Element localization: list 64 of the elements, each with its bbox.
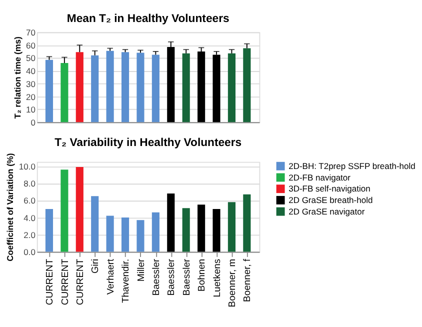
y-tick-label: 0 (30, 117, 36, 128)
bar (121, 218, 130, 252)
chart-title: T₂ Variability in Healthy Volunteers (54, 137, 242, 150)
legend-label: 2D-BH: T2prep SSFP breath-hold (288, 160, 416, 171)
bar (182, 208, 190, 252)
x-tick-label: CURRENT (74, 258, 86, 306)
bar (45, 60, 54, 122)
bar (198, 204, 206, 252)
y-axis-title: Coefficinet of Variation (%) (5, 153, 16, 262)
y-tick-label: 20 (26, 92, 36, 102)
x-tick-label: Bohnen (196, 258, 208, 292)
bar (182, 53, 190, 122)
x-tick-label: Baessler (166, 258, 178, 296)
bar (76, 52, 84, 122)
bar (60, 170, 68, 252)
y-tick-label: 30 (26, 78, 36, 89)
x-tick-label: Miller (136, 258, 147, 282)
x-tick-label: Verhaert (105, 258, 116, 295)
bar (198, 52, 206, 122)
bar (167, 194, 175, 252)
bar (136, 220, 144, 252)
y-tick-label: 10 (26, 104, 36, 115)
bar (91, 196, 99, 252)
bar (121, 52, 130, 122)
x-tick-label: Luetkens (212, 258, 223, 298)
y-tick-label: 0.0 (24, 247, 36, 258)
legend-label: 2D-FB navigator (288, 172, 351, 182)
x-tick-label: Boenner, f (242, 258, 254, 302)
bar (152, 212, 160, 252)
y-tick-label: 8.0 (24, 178, 36, 189)
bar (243, 194, 251, 252)
x-tick-label: Boenner, m (227, 258, 238, 308)
chart-title: Mean T₂ in Healthy Volunteers (66, 12, 230, 25)
bar (106, 216, 114, 252)
bar (243, 48, 251, 122)
bar (76, 167, 84, 252)
bar (152, 54, 160, 122)
x-tick-label: Giri (90, 258, 102, 274)
y-tick-label: 60 (26, 40, 36, 50)
y-tick-label: 10.0 (18, 161, 36, 172)
y-tick-label: 70 (26, 28, 36, 38)
bar (228, 202, 236, 252)
y-tick-label: 50 (26, 53, 36, 64)
x-tick-label: CURRENT (60, 258, 71, 306)
bar (212, 208, 220, 252)
legend-label: 3D-FB self-navigation (288, 184, 371, 194)
y-tick-label: 6.0 (24, 196, 36, 206)
x-tick-label: Thavendir. (120, 258, 132, 303)
y-axis-title: T₂ relation time (ms) (12, 36, 22, 119)
bar (91, 55, 99, 122)
bar (228, 53, 236, 122)
y-tick-label: 2.0 (24, 230, 36, 240)
x-tick-label: CURRENT (44, 258, 56, 306)
legend-label: 2D GraSE breath-hold (288, 195, 373, 206)
bar (106, 50, 114, 122)
legend-label: 2D GraSE navigator (288, 206, 365, 216)
y-tick-label: 4.0 (24, 212, 36, 223)
bar (136, 52, 144, 122)
y-tick-label: 40 (26, 66, 36, 76)
bar (60, 63, 68, 122)
x-tick-label: Baessler (150, 258, 162, 296)
x-tick-label: Baessler (181, 258, 192, 296)
bar (212, 54, 220, 122)
bar (45, 208, 54, 252)
